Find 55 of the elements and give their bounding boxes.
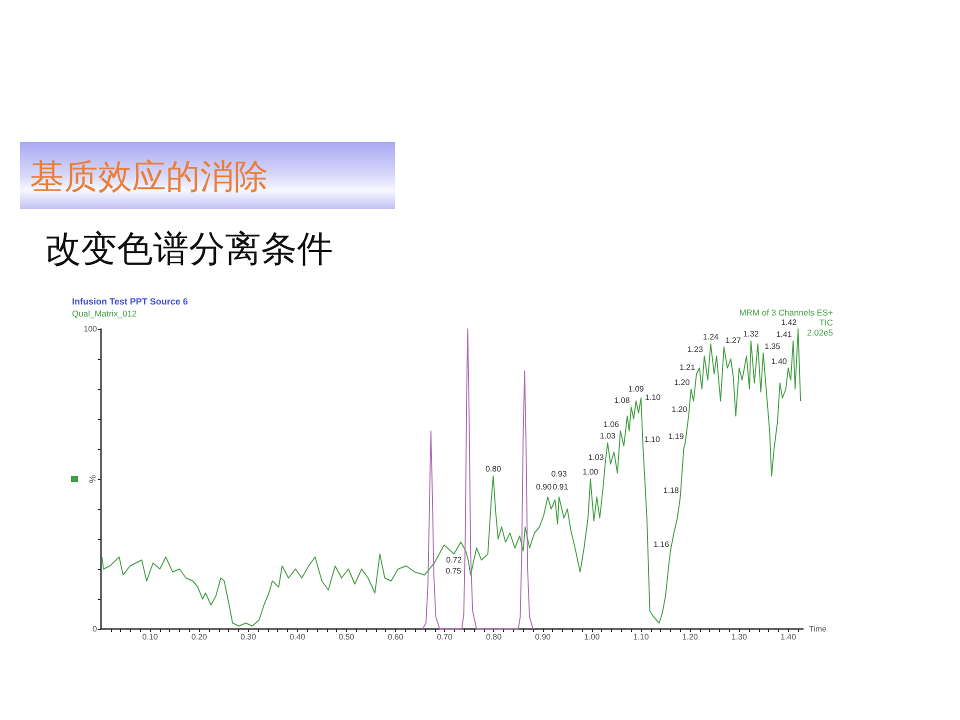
annotation: 1.09 xyxy=(628,384,644,394)
annotation: 0.90 xyxy=(536,482,552,492)
x-tick-label: 0.30 xyxy=(240,632,257,642)
annotation: 1.00 xyxy=(582,468,599,476)
y-tick-label: 0 xyxy=(92,624,98,634)
annotation: 1.41 xyxy=(776,330,792,340)
line-series xyxy=(422,328,534,630)
annotation: 1.20 xyxy=(674,378,690,388)
chart-title: 基质效应的消除 xyxy=(30,157,268,197)
annotation: 1.32 xyxy=(743,330,760,338)
annotation: 0.75 xyxy=(446,566,462,576)
annotation: 1.27 xyxy=(725,336,742,346)
annotation: 1.35 xyxy=(764,342,781,352)
annotation: 1.40 xyxy=(771,357,788,366)
annotation: 1.06 xyxy=(603,420,620,430)
text: Infusion Test PPT Source 6 xyxy=(72,296,188,306)
x-tick-label: 0.50 xyxy=(338,632,355,642)
annotation: 0.72 xyxy=(446,556,462,564)
x-tick-label: 1.20 xyxy=(682,632,698,642)
x-tick-label: 1.00 xyxy=(584,632,600,642)
annotation: 1.10 xyxy=(644,435,660,444)
annotation: 0.91 xyxy=(552,482,569,492)
x-tick-label: 0.10 xyxy=(142,632,158,642)
text: 2.02e5 xyxy=(807,328,834,338)
annotation: 1.18 xyxy=(663,486,680,496)
annotation: 1.21 xyxy=(680,363,696,372)
annotation: 1.03 xyxy=(600,432,616,440)
annotation: 1.20 xyxy=(672,405,688,414)
text: MRM of 3 Channels ES+ xyxy=(739,308,834,318)
x-tick-label: 0.40 xyxy=(290,632,306,642)
y-tick-label: 100 xyxy=(84,324,98,334)
text: TIC xyxy=(819,318,834,328)
annotation: 0.93 xyxy=(551,470,568,478)
annotation: 1.08 xyxy=(614,396,630,406)
annotation: 1.16 xyxy=(653,540,670,550)
x-tick-label: 1.40 xyxy=(780,632,797,642)
annotation: 0.80 xyxy=(485,464,502,474)
annotation: 1.24 xyxy=(702,332,720,342)
x-tick-label: 0.90 xyxy=(535,632,552,642)
annotation: 1.10 xyxy=(645,393,662,402)
y-axis-title: % xyxy=(88,474,98,484)
annotation: 1.03 xyxy=(588,453,604,462)
text: Qual_Matrix_012 xyxy=(72,308,137,318)
annotation: 1.42 xyxy=(781,318,798,328)
x-tick-label: 0.60 xyxy=(388,632,404,642)
x-tick-label: 1.10 xyxy=(633,632,650,642)
annotation: 1.23 xyxy=(687,345,704,354)
x-tick-label: 0.70 xyxy=(436,632,453,642)
x-tick-label: 0.80 xyxy=(486,632,502,642)
chart-subtitle: 改变色谱分离条件 xyxy=(45,229,333,271)
x-tick-label: 1.30 xyxy=(731,632,748,642)
line-series xyxy=(101,328,802,626)
x-tick-label: 0.20 xyxy=(191,632,208,642)
x-axis-title: Time xyxy=(809,624,828,634)
annotation: 1.19 xyxy=(668,432,684,442)
